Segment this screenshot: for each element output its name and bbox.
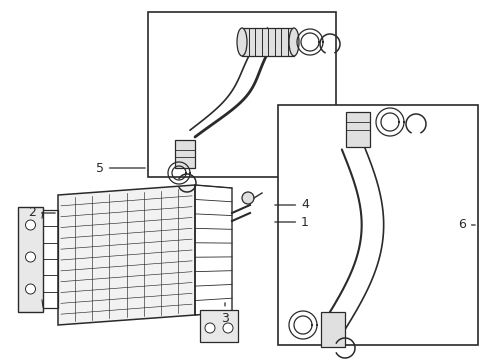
Bar <box>18 207 43 312</box>
Bar <box>278 105 478 345</box>
Bar <box>200 310 238 342</box>
Bar <box>242 28 294 56</box>
Text: 5: 5 <box>96 162 145 175</box>
Text: 2: 2 <box>28 207 55 220</box>
Circle shape <box>223 323 233 333</box>
Ellipse shape <box>289 28 299 56</box>
Ellipse shape <box>237 28 247 56</box>
Bar <box>321 312 345 347</box>
Circle shape <box>242 192 254 204</box>
Bar <box>346 112 370 147</box>
Polygon shape <box>58 185 195 325</box>
Circle shape <box>25 284 35 294</box>
Circle shape <box>205 323 215 333</box>
Text: 6: 6 <box>458 219 475 231</box>
Bar <box>148 12 336 177</box>
Bar <box>175 140 195 168</box>
Circle shape <box>25 252 35 262</box>
Circle shape <box>25 220 35 230</box>
Text: 3: 3 <box>221 303 229 324</box>
Text: 1: 1 <box>275 216 309 229</box>
Bar <box>42 210 58 308</box>
Text: 4: 4 <box>275 198 309 211</box>
